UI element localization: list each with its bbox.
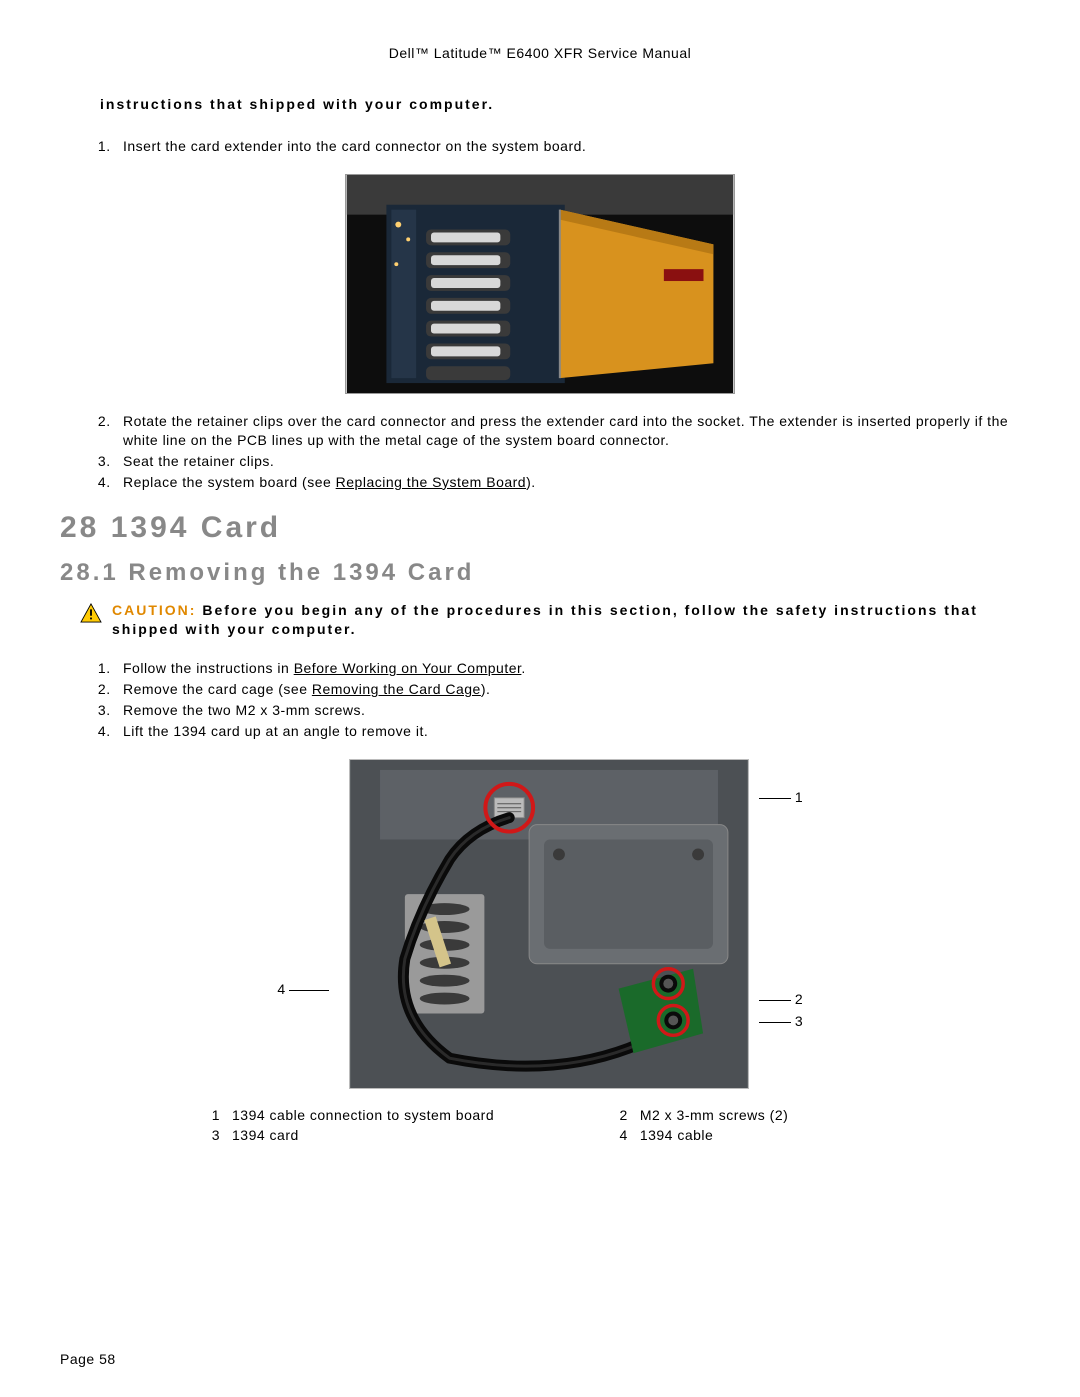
steps-pre-figure1: Insert the card extender into the card c…	[115, 137, 1020, 156]
figure-2-image	[349, 759, 749, 1089]
warning-icon	[80, 603, 102, 623]
step-item: Replace the system board (see Replacing …	[115, 473, 1020, 492]
link-before-working[interactable]: Before Working on Your Computer	[294, 660, 522, 676]
caution-block: CAUTION: Before you begin any of the pro…	[80, 601, 1020, 639]
callouts-right: 1 2 3	[759, 759, 803, 1089]
callout-4: 4	[277, 981, 339, 997]
caution-body: Before you begin any of the procedures i…	[112, 602, 978, 637]
legend-text: M2 x 3-mm screws (2)	[640, 1107, 880, 1123]
legend-num: 1	[200, 1107, 220, 1123]
legend-text: 1394 card	[232, 1127, 586, 1143]
step-item: Rotate the retainer clips over the card …	[115, 412, 1020, 450]
callout-3: 3	[759, 1013, 803, 1029]
step-item: Remove the card cage (see Removing the C…	[115, 680, 1020, 699]
figure-2-legend: 1 1394 cable connection to system board …	[200, 1107, 880, 1143]
doc-header: Dell™ Latitude™ E6400 XFR Service Manual	[60, 45, 1020, 61]
section-heading-28: 28 1394 Card	[60, 511, 1020, 545]
step-text: ).	[481, 681, 491, 697]
step-item: Lift the 1394 card up at an angle to rem…	[115, 722, 1020, 741]
legend-num: 3	[200, 1127, 220, 1143]
caution-text: CAUTION: Before you begin any of the pro…	[112, 601, 1020, 639]
step-item: Follow the instructions in Before Workin…	[115, 659, 1020, 678]
legend-text: 1394 cable connection to system board	[232, 1107, 586, 1123]
step-item: Insert the card extender into the card c…	[115, 137, 1020, 156]
step-text: Remove the card cage (see	[123, 681, 312, 697]
link-removing-card-cage[interactable]: Removing the Card Cage	[312, 681, 481, 697]
step-text: .	[521, 660, 525, 676]
steps-removal: Follow the instructions in Before Workin…	[115, 659, 1020, 741]
legend-text: 1394 cable	[640, 1127, 880, 1143]
caution-label: CAUTION:	[112, 602, 196, 618]
step-text: Follow the instructions in	[123, 660, 294, 676]
intro-continuation: instructions that shipped with your comp…	[100, 96, 1020, 112]
callout-1: 1	[759, 789, 803, 805]
link-replacing-system-board[interactable]: Replacing the System Board	[336, 474, 526, 490]
step-text: ).	[526, 474, 536, 490]
figure-1-image	[345, 174, 735, 394]
subsection-heading-28-1: 28.1 Removing the 1394 Card	[60, 559, 1020, 587]
figure-1	[60, 174, 1020, 394]
steps-post-figure1: Rotate the retainer clips over the card …	[115, 412, 1020, 492]
step-text: Replace the system board (see	[123, 474, 336, 490]
step-item: Remove the two M2 x 3-mm screws.	[115, 701, 1020, 720]
figure-2-wrap: 4	[60, 759, 1020, 1089]
step-item: Seat the retainer clips.	[115, 452, 1020, 471]
page-number: Page 58	[60, 1351, 116, 1367]
callout-2: 2	[759, 991, 803, 1007]
legend-num: 4	[598, 1127, 628, 1143]
legend-num: 2	[598, 1107, 628, 1123]
